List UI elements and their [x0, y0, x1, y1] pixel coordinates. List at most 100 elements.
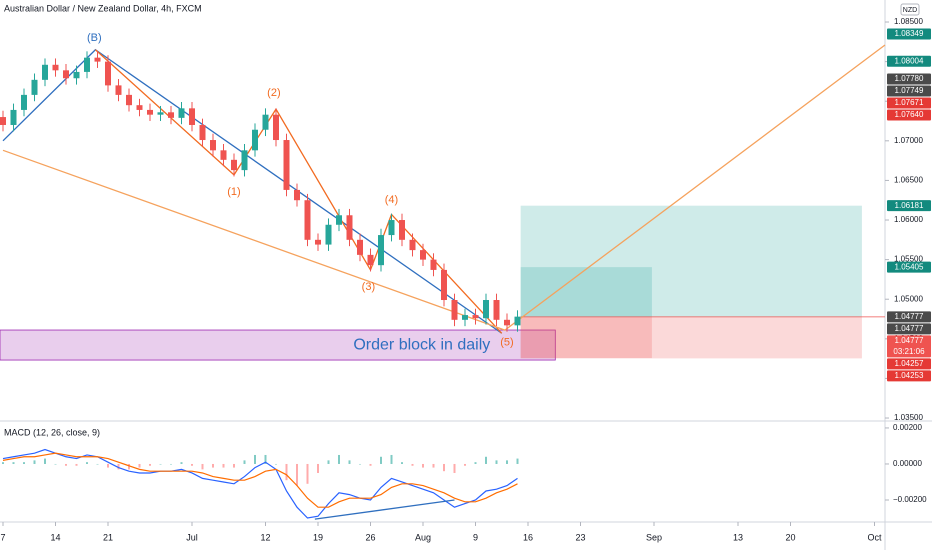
macd-histogram: [432, 463, 435, 468]
position-stop: [520, 316, 652, 359]
price-tag: [887, 261, 931, 273]
price-tag-label: 1.08004: [895, 56, 924, 65]
y-tick-label: 1.05000: [894, 294, 923, 303]
x-tick-label: 16: [523, 532, 533, 542]
price-tag: [887, 200, 931, 212]
x-tick-label: 13: [733, 532, 743, 542]
candle-body: [199, 124, 206, 141]
price-tag: [887, 55, 931, 67]
macd-histogram: [169, 463, 172, 465]
macd-label: MACD (12, 26, close, 9): [4, 427, 100, 437]
candle-body: [514, 316, 521, 326]
price-tag: [887, 311, 931, 323]
macd-histogram: [96, 463, 99, 465]
x-tick-label: 7: [0, 532, 5, 542]
candle-body: [493, 300, 500, 320]
wave-label: (4): [385, 194, 398, 206]
macd-histogram: [232, 463, 235, 468]
x-tick-label: Aug: [415, 532, 431, 542]
candle-body: [430, 259, 437, 270]
price-tag: [887, 97, 931, 109]
x-tick-label: 20: [785, 532, 795, 542]
price-tag-label: 1.04777: [895, 336, 924, 345]
macd-histogram: [316, 463, 319, 473]
candle-body: [482, 300, 489, 319]
macd-histogram: [484, 456, 487, 464]
order-block: [0, 329, 556, 361]
macd-histogram: [211, 463, 214, 468]
macd-y-tick-label: 0.00200: [893, 423, 922, 432]
position-target: [520, 267, 652, 317]
candle-body: [419, 250, 426, 260]
macd-histogram: [442, 463, 445, 472]
y-tick-label: 1.08500: [894, 17, 923, 26]
macd-y-tick-label: −0.00200: [893, 495, 927, 504]
price-tag-label: 1.07640: [895, 110, 924, 119]
x-tick-label: Oct: [867, 532, 882, 542]
candle-body: [146, 109, 153, 115]
candle-body: [167, 112, 174, 118]
position-stop: [520, 316, 862, 359]
y-tick-label: 1.07000: [894, 136, 923, 145]
price-tag: [887, 28, 931, 40]
candle-body: [104, 61, 111, 86]
macd-histogram: [306, 463, 309, 484]
macd-divergence: [314, 499, 455, 520]
macd-histogram: [222, 463, 225, 468]
macd-histogram: [495, 460, 498, 464]
macd-histogram: [106, 463, 109, 468]
x-tick-label: 9: [473, 532, 478, 542]
y-tick-label: 1.06000: [894, 215, 923, 224]
candle-body: [41, 64, 48, 80]
x-tick-label: 19: [313, 532, 323, 542]
price-tag-label: 1.04257: [895, 359, 924, 368]
candle-body: [62, 70, 69, 79]
candle-body: [451, 300, 458, 320]
wave-label: (1): [227, 186, 240, 198]
candle-body: [409, 239, 416, 251]
candle-body: [377, 235, 384, 266]
price-tag: [887, 358, 931, 370]
y-tick-label: 1.03500: [894, 413, 923, 422]
macd-histogram: [348, 460, 351, 464]
macd-histogram: [43, 458, 46, 464]
macd-histogram: [127, 463, 130, 470]
price-tag: [887, 370, 931, 382]
candle-body: [251, 129, 258, 151]
wave-label: (2): [267, 87, 280, 99]
candle-body: [20, 94, 27, 110]
macd-histogram: [64, 463, 67, 466]
macd-histogram: [33, 460, 36, 464]
candle-body: [388, 220, 395, 236]
macd-histogram: [264, 454, 267, 464]
macd-y-tick-label: 0.00000: [893, 459, 922, 468]
macd-histogram: [295, 463, 298, 486]
candle-body: [10, 109, 17, 125]
candle-body: [461, 315, 468, 320]
currency-box: [900, 3, 920, 16]
candle-body: [230, 159, 237, 171]
macd-histogram: [75, 463, 78, 466]
candle-body: [241, 150, 248, 171]
wave-label: (5): [500, 337, 513, 349]
macd-histogram: [85, 462, 88, 464]
candle-body: [52, 64, 59, 71]
y-tick-label: 1.06500: [894, 176, 923, 185]
macd-histogram: [274, 463, 277, 465]
y-tick-label: 1.05500: [894, 255, 923, 264]
price-tag-label: 1.07671: [895, 98, 924, 107]
candle-body: [220, 150, 227, 160]
price-tag-label: 1.06181: [895, 201, 924, 210]
macd-histogram: [327, 460, 330, 464]
macd-signal-line: [2, 452, 518, 508]
wave-label: (B): [87, 32, 102, 44]
price-tag: [887, 73, 931, 85]
candle-body: [31, 79, 38, 95]
macd-histogram: [159, 463, 162, 465]
price-tag-label: 1.05405: [895, 262, 924, 271]
candle-body: [73, 71, 80, 79]
macd-histogram: [358, 463, 361, 465]
candle-body: [178, 108, 185, 118]
position-target: [520, 205, 862, 317]
price-tag: [887, 335, 931, 358]
